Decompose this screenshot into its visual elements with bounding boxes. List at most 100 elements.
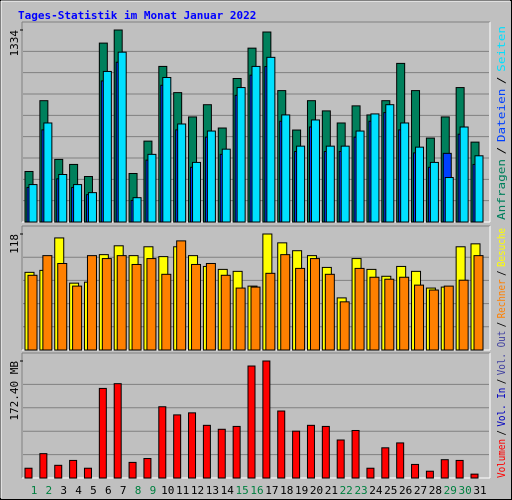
bar (292, 430, 301, 479)
legend-item: Rechner (495, 279, 508, 318)
bar (27, 274, 38, 351)
x-tick-label: 12 (191, 484, 204, 497)
x-tick-label: 13 (206, 484, 219, 497)
x-tick-label: 22 (340, 484, 353, 497)
bar (87, 192, 97, 223)
bar (440, 459, 449, 479)
legend-separator: / (495, 270, 508, 276)
bar (251, 65, 261, 223)
bar (250, 286, 261, 351)
legend-item: Dateien (495, 89, 508, 142)
x-tick-label: 23 (354, 484, 367, 497)
x-tick-label: 7 (120, 484, 127, 497)
bar (83, 467, 92, 479)
bar (425, 470, 434, 479)
bar (28, 184, 38, 223)
bar (161, 273, 172, 351)
x-tick-label: 21 (325, 484, 338, 497)
bar (54, 464, 63, 479)
legend-item: Anfragen (495, 159, 508, 220)
bar (339, 301, 350, 351)
bar (370, 113, 380, 223)
bar (458, 279, 469, 351)
bar (277, 410, 286, 479)
x-tick-label: 25 (384, 484, 397, 497)
y-tick-label: 118 (8, 234, 21, 254)
bar (399, 276, 410, 351)
x-tick-label: 5 (90, 484, 97, 497)
x-tick-label: 27 (414, 484, 427, 497)
x-tick-label: 31 (473, 484, 486, 497)
bar (473, 255, 484, 351)
bar (340, 145, 350, 223)
legend: Anfragen / Dateien / Seiten (495, 26, 508, 220)
bar (173, 414, 182, 479)
bar (444, 177, 454, 223)
x-tick-label: 11 (176, 484, 189, 497)
bar (39, 453, 48, 479)
bar (265, 272, 276, 351)
bar (131, 263, 142, 351)
legend-item: Vol. Out (495, 331, 508, 376)
bar (321, 425, 330, 479)
bar (205, 262, 216, 351)
bar (459, 126, 469, 223)
x-tick-label: 26 (399, 484, 412, 497)
bar (324, 273, 335, 351)
bar (192, 161, 202, 223)
bar (221, 148, 231, 223)
y-tick-label: 1334 (8, 30, 21, 57)
bar (396, 442, 405, 479)
bar (295, 267, 306, 351)
bar (176, 240, 187, 351)
bar (147, 153, 157, 223)
chart-title: Tages-Statistik im Monat Januar 2022 (18, 9, 256, 22)
bar (296, 145, 306, 223)
bar (355, 130, 365, 223)
bar (206, 130, 216, 223)
bar (72, 285, 83, 351)
x-tick-label: 28 (429, 484, 442, 497)
x-tick-label: 29 (444, 484, 457, 497)
x-tick-label: 14 (221, 484, 235, 497)
bar (385, 104, 395, 223)
bar (262, 360, 271, 479)
bar (381, 447, 390, 479)
x-tick-label: 24 (369, 484, 383, 497)
bar (443, 285, 454, 351)
legend: Volumen / Vol. In / Vol. Out / Rechner / Besuche (495, 228, 508, 478)
bar (236, 87, 246, 223)
legend-separator: / (495, 322, 508, 328)
bar (57, 262, 68, 351)
x-tick-label: 8 (135, 484, 142, 497)
legend-separator: / (495, 76, 508, 84)
bar (42, 255, 53, 351)
legend-separator: / (495, 147, 508, 155)
legend-item: Seiten (495, 26, 508, 72)
bar (143, 458, 152, 479)
bar (235, 287, 246, 351)
bar (309, 258, 320, 351)
bar (220, 274, 231, 351)
x-tick-label: 6 (105, 484, 112, 497)
bar (128, 461, 137, 479)
bar (69, 459, 78, 479)
bar (428, 289, 439, 351)
legend-item: Volumen (495, 439, 508, 478)
legend-separator: / (495, 379, 508, 385)
y-tick-label: 172.40 MB (8, 361, 21, 421)
bar (384, 278, 395, 351)
x-tick-label: 15 (236, 484, 249, 497)
bar (232, 425, 241, 479)
legend-item: Besuche (495, 228, 508, 267)
bar (470, 473, 479, 479)
bar (98, 387, 107, 479)
bar (414, 284, 425, 351)
bar (116, 255, 127, 351)
bar (429, 161, 439, 223)
x-tick-label: 9 (150, 484, 157, 497)
x-tick-label: 10 (161, 484, 174, 497)
x-tick-label: 16 (250, 484, 263, 497)
bar (177, 123, 187, 223)
